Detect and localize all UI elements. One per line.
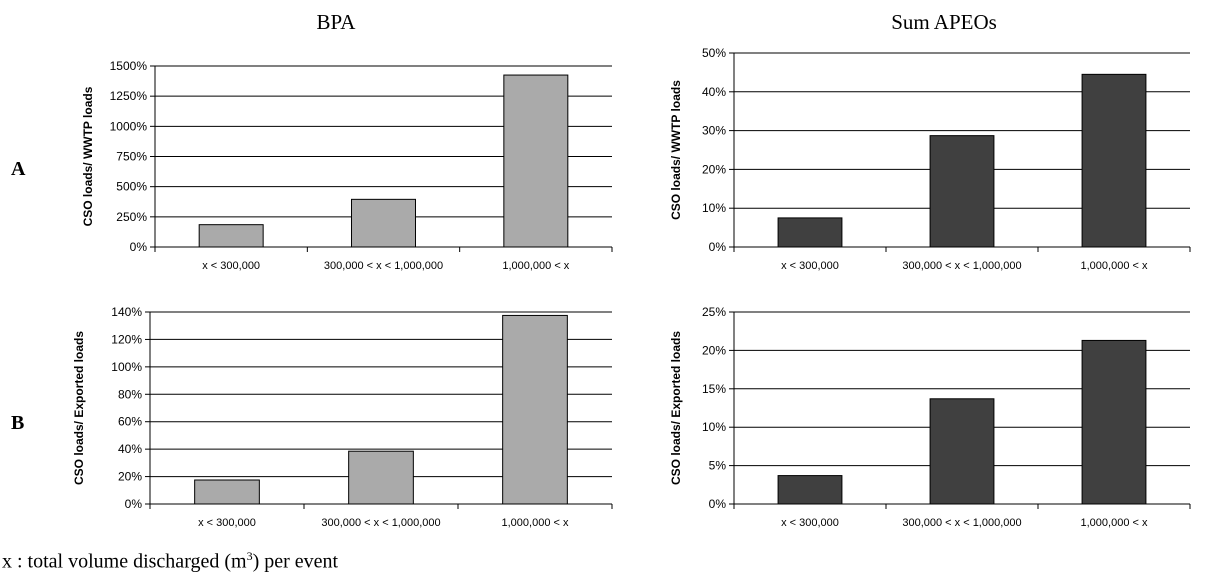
bpa-a-ytick-label: 500% [116,180,147,194]
bpa-b-ytick-label: 140% [111,305,142,319]
bpa-a-bar-3 [503,74,569,248]
row-label-a: A [11,158,26,180]
bpa-b-ytick-label: 60% [118,415,142,429]
apeo-a-ytick-label: 50% [702,46,726,60]
apeo-b-ytick-label: 20% [702,343,726,357]
apeo-a-bar-3 [1081,73,1147,248]
bpa-b-category-label: x < 300,000 [198,517,256,529]
footnote-suffix: ) per event [252,550,339,573]
apeo-b-ytick-label: 25% [702,305,726,319]
bpa-a-ytick-label: 1500% [110,59,148,73]
apeo-a-ytick-label: 40% [702,85,726,99]
bpa-a-ytick-label: 1000% [110,119,148,133]
apeo-a-y-axis-label: CSO loads/ WWTP loads [669,80,683,220]
apeo-b-ytick-label: 0% [709,497,727,511]
bpa-b-ytick-label: 100% [111,360,142,374]
apeo-a-category-label: 300,000 < x < 1,000,000 [902,260,1021,272]
bpa-a-category-label: 1,000,000 < x [502,260,569,272]
bpa-b-bar-1 [194,479,260,505]
apeo-b-category-label: x < 300,000 [781,517,839,529]
bpa-a-bar-1 [198,224,264,248]
bpa-a-y-axis-label: CSO loads/ WWTP loads [81,86,95,226]
bpa-b-ytick-label: 0% [125,497,143,511]
apeo-a-bar-1 [777,217,843,248]
bpa-b-y-axis-label: CSO loads/ Exported loads [72,331,86,485]
bpa-b-bar-2 [348,450,414,505]
apeo-a-category-label: 1,000,000 < x [1081,260,1148,272]
footnote-superscript: 3 [246,549,253,563]
apeo-b-category-label: 300,000 < x < 1,000,000 [902,517,1021,529]
apeo-a-category-label: x < 300,000 [781,260,839,272]
bpa-b-ytick-label: 80% [118,387,142,401]
bpa-b-ytick-label: 40% [118,442,142,456]
bpa-b-category-label: 300,000 < x < 1,000,000 [321,517,440,529]
apeo-b-ytick-label: 10% [702,420,726,434]
column-title-sum-apeos: Sum APEOs [891,10,997,34]
apeo-b-category-label: 1,000,000 < x [1081,517,1148,529]
bpa-b-ytick-label: 120% [111,332,142,346]
bpa-b-category-label: 1,000,000 < x [502,517,569,529]
column-title-bpa: BPA [316,10,356,34]
footnote: x : total volume discharged (m3) per eve… [2,549,338,574]
bpa-a-ytick-label: 250% [116,210,147,224]
footnote-prefix: x : total volume discharged (m [2,550,247,573]
bpa-a-category-label: 300,000 < x < 1,000,000 [324,260,443,272]
bpa-b-ytick-label: 20% [118,470,142,484]
apeo-a-ytick-label: 30% [702,124,726,138]
bpa-b-bar-3 [502,314,568,505]
bpa-a-ytick-label: 1250% [110,89,148,103]
apeo-b-ytick-label: 5% [709,459,727,473]
bpa-a-ytick-label: 750% [116,150,147,164]
apeo-a-ytick-label: 20% [702,162,726,176]
bpa-a-bar-2 [351,198,416,248]
row-label-b: B [11,412,25,434]
apeo-b-ytick-label: 15% [702,382,726,396]
apeo-b-bar-2 [929,398,995,505]
bpa-a-ytick-label: 0% [130,240,148,254]
apeo-a-ytick-label: 0% [709,240,727,254]
bpa-a-category-label: x < 300,000 [202,260,260,272]
apeo-b-y-axis-label: CSO loads/ Exported loads [669,331,683,485]
apeo-a-ytick-label: 10% [702,201,726,215]
apeo-b-bar-3 [1081,339,1147,505]
apeo-b-bar-1 [777,475,843,505]
apeo-a-bar-2 [929,135,995,248]
